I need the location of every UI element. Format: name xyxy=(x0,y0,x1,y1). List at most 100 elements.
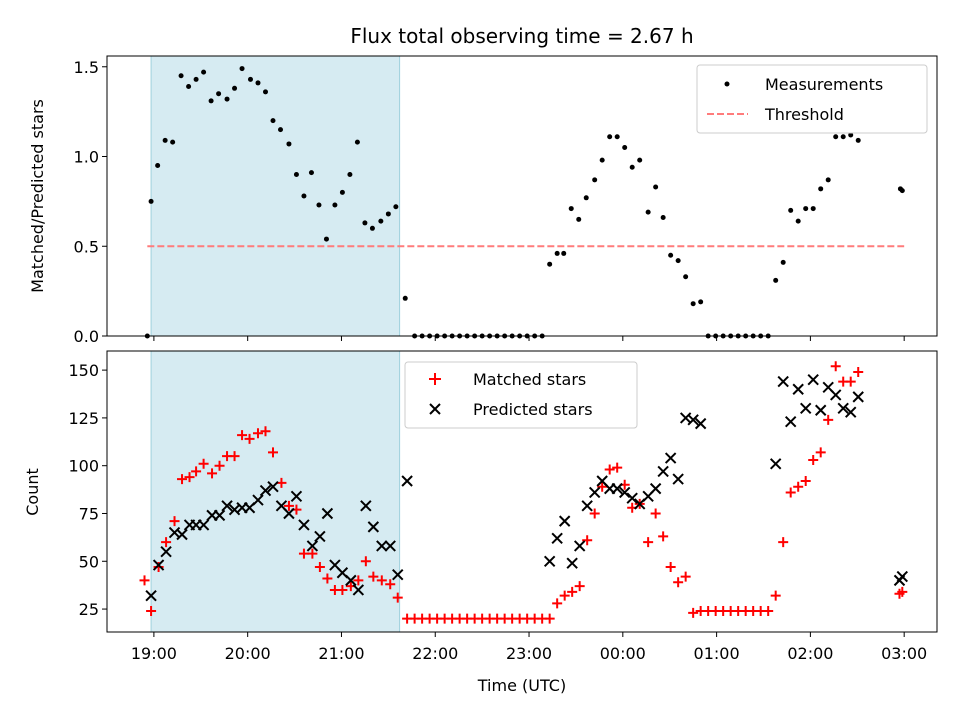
predicted-stars-point xyxy=(290,490,303,502)
predicted-stars-point xyxy=(777,375,789,388)
predicted-stars-point xyxy=(160,546,172,558)
matched-stars-point xyxy=(322,573,333,584)
predicted-stars-point xyxy=(558,515,571,527)
measurement-point xyxy=(899,188,905,194)
measurement-point xyxy=(599,157,605,163)
x-tick-label: 19:00 xyxy=(131,644,177,663)
matched-stars-point xyxy=(688,607,699,618)
count-panel: 25 50 75 100 125 150 19:00 20:00 21:00 22:00 23:0… xyxy=(23,350,938,695)
x-tick-label: 21:00 xyxy=(318,644,364,663)
matched-stars-point xyxy=(260,426,271,437)
matched-stars-point xyxy=(574,581,585,592)
predicted-stars-point xyxy=(145,589,157,602)
x-tick-label: 23:00 xyxy=(506,644,552,663)
count-y-axis-label: Count xyxy=(23,468,42,516)
legend-measurements-label: Measurements xyxy=(765,75,883,94)
matched-stars-point xyxy=(800,475,811,486)
predicted-stars-point xyxy=(543,555,556,567)
measurement-point xyxy=(668,252,674,258)
measurement-point xyxy=(216,91,222,97)
measurement-point xyxy=(810,206,816,212)
matched-stars-point xyxy=(392,592,403,603)
matched-stars-point xyxy=(298,548,309,559)
measurement-point xyxy=(840,134,846,140)
measurement-point xyxy=(286,141,292,147)
matched-stars-point xyxy=(665,562,676,573)
ratio-plot-frame xyxy=(106,55,938,337)
legend-matched-marker xyxy=(429,373,441,385)
predicted-stars-point xyxy=(306,540,319,552)
count-y-tick-label: 125 xyxy=(68,409,99,428)
measurement-point xyxy=(561,250,567,256)
chart-title: Flux total observing time = 2.67 h xyxy=(350,24,693,48)
predicted-stars-point xyxy=(649,482,662,495)
predicted-stars-point xyxy=(376,540,388,552)
measurement-point xyxy=(848,132,854,138)
predicted-stars-point xyxy=(657,465,669,478)
ratio-y-tick-label: 0.0 xyxy=(74,327,99,346)
legend-predicted-label: Predicted stars xyxy=(473,400,593,419)
count-plot-frame xyxy=(106,350,938,633)
matched-stars-point xyxy=(207,468,218,479)
matched-stars-point xyxy=(778,537,789,548)
legend-measurements-marker xyxy=(724,81,730,87)
measurement-point xyxy=(780,259,786,265)
predicted-stars-point xyxy=(283,507,295,520)
predicted-stars-point xyxy=(352,584,365,596)
predicted-stars-point xyxy=(298,519,310,531)
matched-stars-point xyxy=(353,575,364,586)
matched-stars-point xyxy=(604,464,615,475)
measurement-point xyxy=(178,73,184,79)
measurement-point xyxy=(583,195,589,201)
matched-stars-point xyxy=(229,451,240,462)
matched-stars-point xyxy=(830,361,841,372)
matched-stars-point xyxy=(360,556,371,567)
measurement-point xyxy=(637,157,643,163)
ratio-y-tick-label: 0.5 xyxy=(74,237,99,256)
matched-stars-point xyxy=(376,575,387,586)
ratio-legend-box xyxy=(696,64,928,134)
matched-stars-point xyxy=(237,430,248,441)
measurement-point xyxy=(323,236,329,242)
measurement-point xyxy=(354,139,360,145)
measurement-point xyxy=(833,134,839,140)
matched-stars-point xyxy=(198,458,209,469)
measurement-point xyxy=(301,193,307,199)
matched-stars-point xyxy=(368,571,379,582)
matched-stars-point xyxy=(763,605,774,616)
x-tick-label: 01:00 xyxy=(694,644,740,663)
count-y-tick-label: 75 xyxy=(79,504,99,523)
measurement-point xyxy=(155,162,161,168)
predicted-stars-point xyxy=(814,404,827,416)
measurement-point xyxy=(795,218,801,224)
measurement-point xyxy=(698,299,704,305)
matched-stars-point xyxy=(214,460,225,471)
x-tick-label: 22:00 xyxy=(412,644,458,663)
count-legend: Matched stars Predicted stars xyxy=(404,361,638,429)
measurement-point xyxy=(690,301,696,307)
predicted-stars-point xyxy=(259,484,272,497)
predicted-stars-point xyxy=(321,507,334,520)
measurement-point xyxy=(378,218,384,224)
count-legend-box xyxy=(404,361,638,429)
matched-stars-point xyxy=(823,414,834,425)
measurement-point xyxy=(568,206,574,212)
measurement-point xyxy=(773,277,779,283)
matched-stars-point xyxy=(658,531,669,542)
predicted-stars-point xyxy=(687,414,699,426)
predicted-stars-point xyxy=(799,402,812,415)
predicted-stars-point xyxy=(830,389,842,401)
measurement-point xyxy=(347,171,353,177)
measurement-point xyxy=(278,127,284,133)
measurement-point xyxy=(825,177,831,183)
matched-stars-point xyxy=(853,367,864,378)
measurement-point xyxy=(675,258,681,264)
predicted-stars-point xyxy=(152,559,165,571)
measurement-point xyxy=(576,216,582,222)
matched-stars-point xyxy=(177,474,188,485)
measurement-point xyxy=(201,69,207,75)
predicted-stars-point xyxy=(392,568,404,581)
measurement-point xyxy=(293,171,299,177)
measurement-point xyxy=(788,207,794,213)
measurement-point xyxy=(554,250,560,256)
